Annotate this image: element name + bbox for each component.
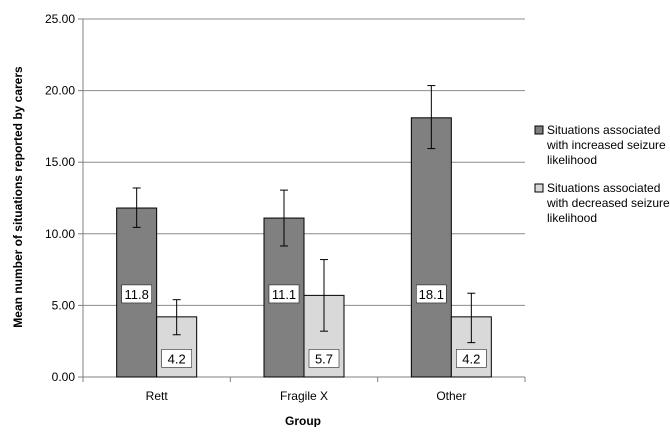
- data-labels: 11.8 11.1 18.1 4.2 5.7 4.2: [121, 284, 487, 368]
- legend-label: Situations associated: [547, 181, 660, 195]
- data-label-box: [161, 349, 192, 368]
- y-tick-label: 20.00: [45, 84, 75, 98]
- bar-increased: [410, 117, 452, 378]
- data-label: 4.2: [462, 351, 480, 366]
- data-label: 11.1: [272, 287, 296, 302]
- y-tick-label: 5.00: [52, 298, 76, 312]
- data-label-box: [268, 284, 300, 304]
- legend-label: with decreased seizure: [546, 196, 670, 210]
- data-label-box: [121, 284, 152, 304]
- data-label: 5.7: [315, 351, 333, 366]
- y-axis-title: Mean number of situations reported by ca…: [11, 66, 25, 328]
- y-tick-label: 10.00: [45, 227, 75, 241]
- data-label: 11.8: [124, 287, 148, 302]
- x-axis-title: Group: [285, 414, 321, 427]
- legend-label: likelihood: [547, 153, 597, 167]
- legend-swatch: [534, 183, 544, 193]
- x-tick-label: Rett: [146, 389, 169, 403]
- y-tick-label: 25.00: [45, 12, 75, 26]
- bars: [116, 117, 492, 378]
- data-label-box: [308, 349, 340, 368]
- legend-label: Situations associated: [547, 123, 660, 137]
- x-tick-label: Other: [436, 389, 466, 403]
- data-label: 4.2: [168, 351, 186, 366]
- data-label-box: [456, 349, 487, 368]
- y-tick-label: 15.00: [45, 155, 75, 169]
- data-label-box: [416, 284, 447, 304]
- legend-label: likelihood: [547, 211, 597, 225]
- x-tick-label: Fragile X: [280, 389, 328, 403]
- data-label: 18.1: [419, 287, 444, 302]
- error-bars: [132, 85, 476, 344]
- y-tick-label: 0.00: [52, 370, 76, 384]
- legend-label: with increased seizure: [546, 138, 666, 152]
- legend-swatch: [534, 125, 544, 135]
